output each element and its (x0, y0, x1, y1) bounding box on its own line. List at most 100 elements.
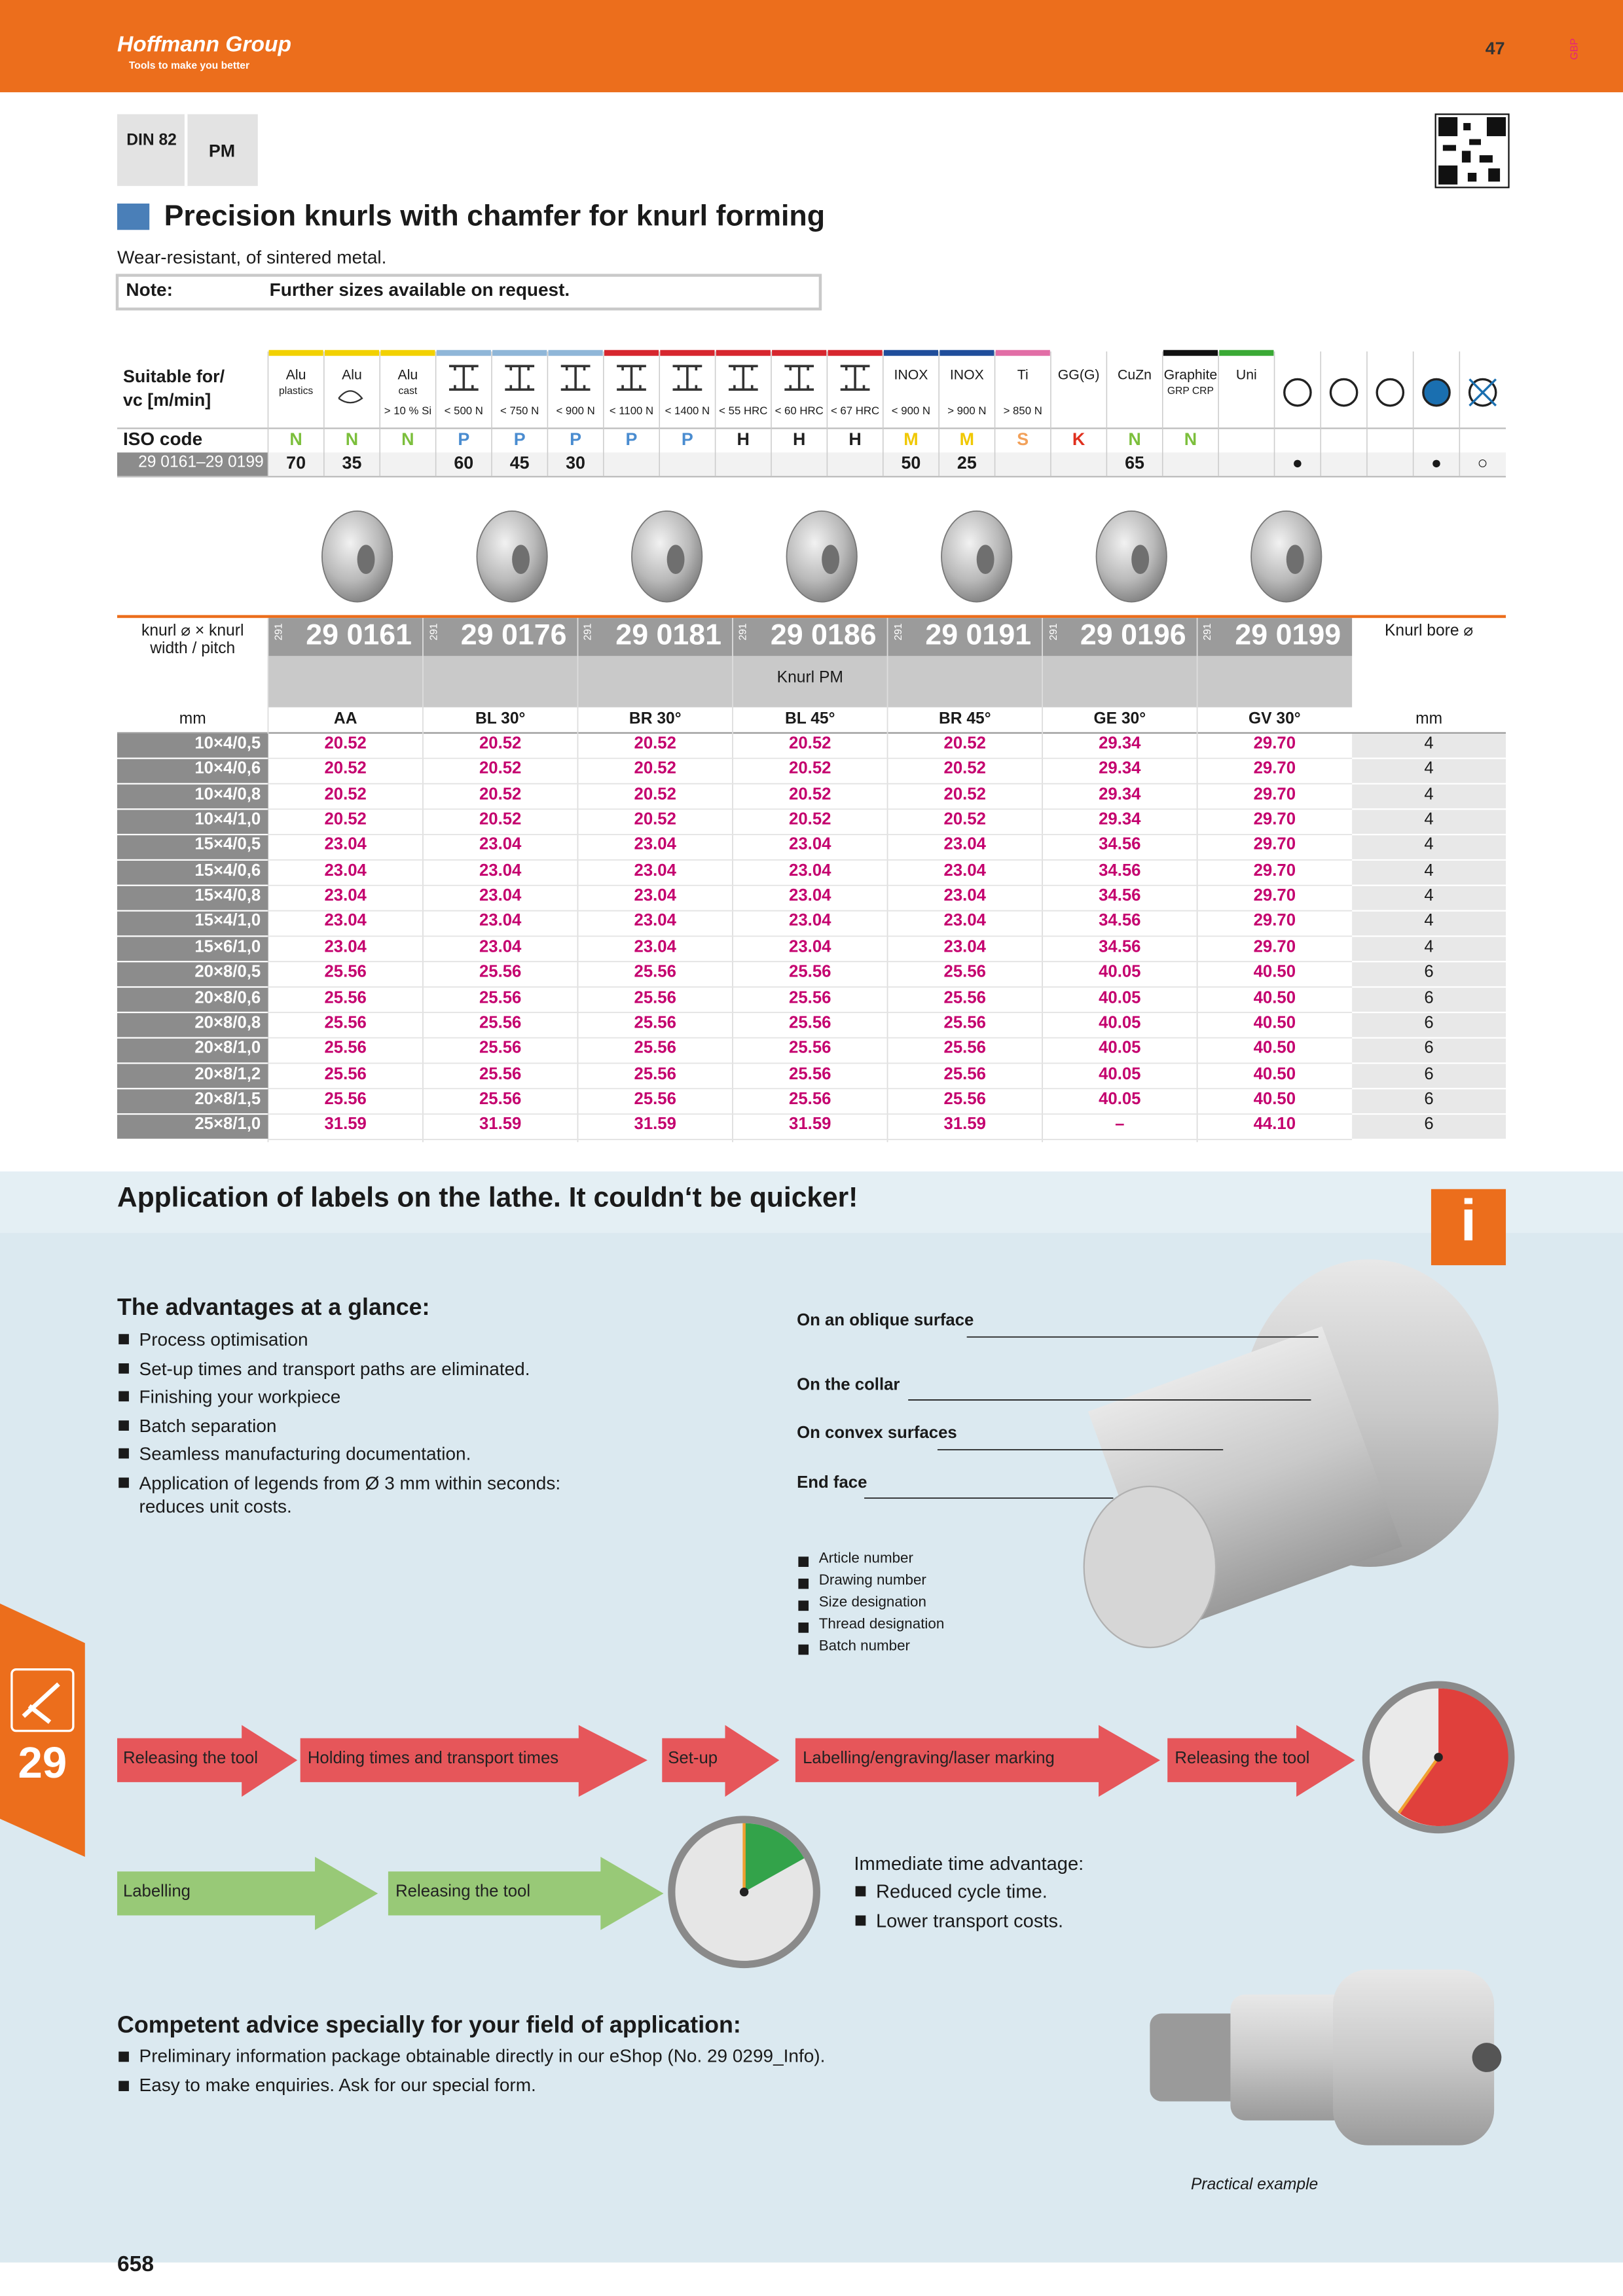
iso-code: M (959, 429, 975, 450)
profile: BL 45° (785, 710, 835, 728)
bore-cell (1352, 784, 1506, 809)
material-limit: > 900 N (947, 404, 987, 418)
bore-cell (1352, 1038, 1506, 1063)
price: 23.04 (789, 888, 831, 905)
material-limit: < 67 HRC (830, 404, 880, 418)
cutting-speed: 30 (566, 452, 586, 473)
price: 29.70 (1253, 735, 1296, 753)
article-prefix: 291 (1048, 623, 1059, 641)
price: 25.56 (634, 1039, 676, 1058)
bore-unit: mm (1415, 710, 1443, 728)
material-name: Alu (342, 367, 362, 384)
price: 29.70 (1253, 836, 1296, 855)
bore: 4 (1424, 862, 1434, 880)
qr-code (1434, 113, 1510, 188)
iso-code: N (345, 429, 359, 450)
iso-code: P (625, 429, 638, 450)
price: 25.56 (634, 989, 676, 1007)
price: 40.05 (1099, 1014, 1141, 1033)
price: 25.56 (789, 989, 831, 1007)
info-icon-box (1431, 1189, 1506, 1266)
price: 23.04 (634, 888, 676, 905)
price: 20.52 (479, 811, 522, 829)
profile: AA (333, 710, 357, 728)
price: 29.70 (1253, 938, 1296, 956)
bore-cell (1352, 988, 1506, 1012)
steel-icon (560, 365, 591, 391)
iso-code: P (513, 429, 526, 450)
profile: GV 30° (1248, 710, 1301, 728)
advice-item: Preliminary information package obtainab… (117, 2046, 825, 2066)
price: 25.56 (943, 1065, 986, 1083)
price: 20.52 (479, 760, 522, 778)
suit-label: vc [m/min] (122, 389, 211, 410)
profile: BR 30° (629, 710, 682, 728)
size-cell (117, 937, 268, 961)
price: 40.50 (1253, 1039, 1296, 1058)
price: 31.59 (479, 1116, 522, 1134)
article-number: 29 0199 (1235, 619, 1341, 652)
material-sub: GRP CRP (1167, 386, 1214, 397)
bore: 4 (1424, 735, 1434, 753)
size-cell (117, 886, 268, 910)
material-name: Alu (285, 367, 306, 384)
time-advantage: Reduced cycle time. (854, 1880, 1048, 1902)
bore-cell (1352, 733, 1506, 758)
side-tab-number: 29 (18, 1740, 67, 1788)
operation-icon-cross (1468, 378, 1497, 406)
material-color-bar (548, 350, 603, 356)
material-name: INOX (949, 367, 984, 384)
material-color-bar (604, 350, 659, 356)
page-number: 658 (117, 2252, 154, 2278)
size: 20×8/0,8 (194, 1014, 261, 1033)
size-cell (117, 988, 268, 1012)
price: 40.05 (1099, 1039, 1141, 1058)
price: 23.04 (479, 862, 522, 880)
bore: 6 (1424, 1090, 1434, 1109)
new-arrows (117, 1857, 664, 1930)
article-number: 29 0181 (615, 619, 722, 652)
material-limit: < 900 N (891, 404, 931, 418)
material-name: INOX (894, 367, 928, 384)
article-number: 29 0191 (925, 619, 1032, 652)
operation-icon (1468, 378, 1497, 407)
material-color-bar (660, 350, 715, 356)
material-color-bar (380, 350, 435, 356)
price: 29.70 (1253, 862, 1296, 880)
size-cell (117, 759, 268, 783)
price: 40.05 (1099, 963, 1141, 982)
price: 40.50 (1253, 1090, 1296, 1109)
unit-label: mm (179, 710, 206, 728)
info-title-strip (0, 1171, 1623, 1233)
bore: 6 (1424, 1065, 1434, 1083)
price: 25.56 (943, 1014, 986, 1033)
bore: 4 (1424, 836, 1434, 855)
price: 20.52 (324, 760, 367, 778)
price: 25.56 (789, 1039, 831, 1058)
suit-bottom-line (117, 476, 1506, 478)
iso-code: K (1072, 429, 1085, 450)
bore: 6 (1424, 963, 1434, 982)
bore: 4 (1424, 912, 1434, 931)
bore-cell (1352, 962, 1506, 986)
material-color-bar (1163, 350, 1218, 356)
iso-code: M (903, 429, 919, 450)
price: 23.04 (789, 938, 831, 956)
material-color-bar (324, 350, 380, 356)
size-cell (117, 962, 268, 986)
brand: Hoffmann Group (117, 32, 291, 58)
legend-item: Batch number (797, 1639, 910, 1655)
cutting-speed: 35 (342, 452, 362, 473)
price: 34.56 (1099, 912, 1141, 931)
bore: 6 (1424, 1014, 1434, 1033)
price: 23.04 (634, 938, 676, 956)
material-name: Ti (1017, 367, 1029, 384)
knurl-image (786, 510, 858, 603)
material-limit: > 10 % Si (384, 404, 432, 418)
surface-label: On convex surfaces (797, 1424, 957, 1443)
bore-cell (1352, 835, 1506, 859)
title: Precision knurls with chamfer for knurl … (164, 200, 826, 233)
price: 20.52 (479, 735, 522, 753)
